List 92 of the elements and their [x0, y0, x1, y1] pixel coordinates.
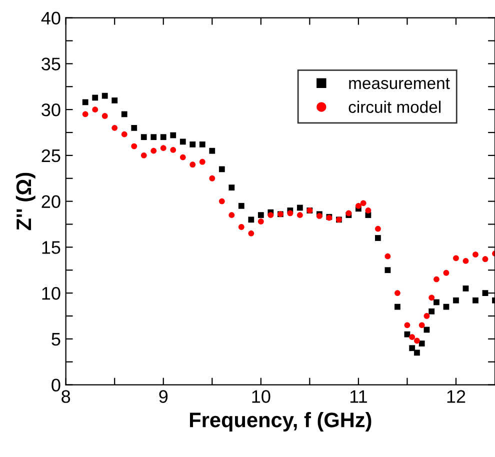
point	[209, 175, 216, 182]
y-tick-label: 20	[42, 195, 60, 208]
point	[160, 134, 166, 140]
point	[140, 134, 147, 140]
point	[472, 297, 478, 304]
point	[238, 202, 244, 209]
point	[160, 145, 166, 152]
point	[394, 304, 400, 310]
point	[453, 297, 459, 304]
point	[462, 258, 469, 264]
point	[131, 124, 138, 131]
point	[131, 143, 138, 150]
point	[453, 255, 459, 262]
x-tick-label: 9	[159, 390, 168, 403]
point	[82, 99, 88, 106]
point	[404, 322, 410, 328]
y-axis-title: Z'' (Ω)	[16, 172, 36, 230]
point	[482, 256, 488, 262]
point	[180, 138, 186, 145]
point	[150, 148, 157, 154]
point	[140, 152, 147, 158]
point	[102, 113, 108, 119]
point	[356, 202, 362, 209]
point	[199, 141, 206, 148]
y-tick-label: 15	[42, 241, 60, 254]
legend-label: measurement	[349, 78, 450, 90]
x-tick-label: 12	[447, 390, 466, 403]
point	[199, 158, 206, 165]
point	[394, 290, 400, 296]
point	[218, 166, 225, 172]
point	[443, 270, 450, 276]
point	[365, 208, 372, 214]
point	[409, 345, 416, 352]
point	[375, 226, 381, 232]
y-tick-label: 40	[41, 12, 60, 25]
point	[424, 313, 430, 319]
x-axis-title: Frequency, f (GHz)	[190, 412, 372, 432]
point	[268, 212, 274, 218]
x-tick-label: 10	[252, 390, 270, 403]
point	[190, 141, 196, 148]
y-tick-label: 25	[42, 149, 60, 162]
point	[428, 308, 435, 314]
point	[248, 230, 254, 236]
point	[375, 235, 381, 241]
y-tick-label: 10	[42, 286, 60, 300]
point	[112, 97, 118, 104]
point	[228, 184, 235, 190]
y-tick-label: 30	[42, 104, 60, 116]
point	[360, 200, 366, 206]
y-tick-label: 5	[52, 333, 60, 346]
x-tick-label: 11	[350, 390, 367, 403]
point	[92, 94, 98, 101]
point	[258, 212, 264, 218]
point	[443, 304, 450, 310]
point	[180, 154, 186, 160]
point	[414, 338, 420, 344]
y-tick-label: 0	[52, 378, 60, 392]
point	[404, 331, 410, 338]
point	[170, 146, 176, 153]
point	[102, 92, 108, 99]
point	[209, 148, 216, 154]
point	[428, 294, 435, 301]
point	[409, 334, 416, 340]
point	[258, 218, 264, 224]
point	[121, 131, 128, 138]
point	[170, 132, 176, 138]
x-tick-label: 8	[62, 390, 70, 403]
point	[472, 252, 478, 258]
point	[418, 322, 425, 328]
point	[296, 204, 303, 211]
point	[384, 267, 391, 274]
point	[238, 224, 244, 230]
point	[418, 340, 425, 346]
legend-label: circuit model	[348, 100, 441, 113]
point	[150, 134, 157, 140]
point	[462, 286, 469, 292]
point	[296, 212, 303, 218]
point	[434, 276, 440, 282]
point	[482, 290, 488, 296]
point	[228, 212, 235, 218]
point	[248, 216, 254, 223]
point	[287, 210, 294, 216]
point	[384, 253, 391, 260]
y-tick-label: 35	[42, 58, 60, 70]
point	[190, 162, 196, 168]
point	[414, 350, 420, 356]
point	[218, 198, 225, 204]
point	[92, 106, 98, 113]
point	[121, 111, 128, 118]
point	[434, 299, 440, 306]
point	[82, 111, 88, 118]
point	[112, 124, 118, 131]
